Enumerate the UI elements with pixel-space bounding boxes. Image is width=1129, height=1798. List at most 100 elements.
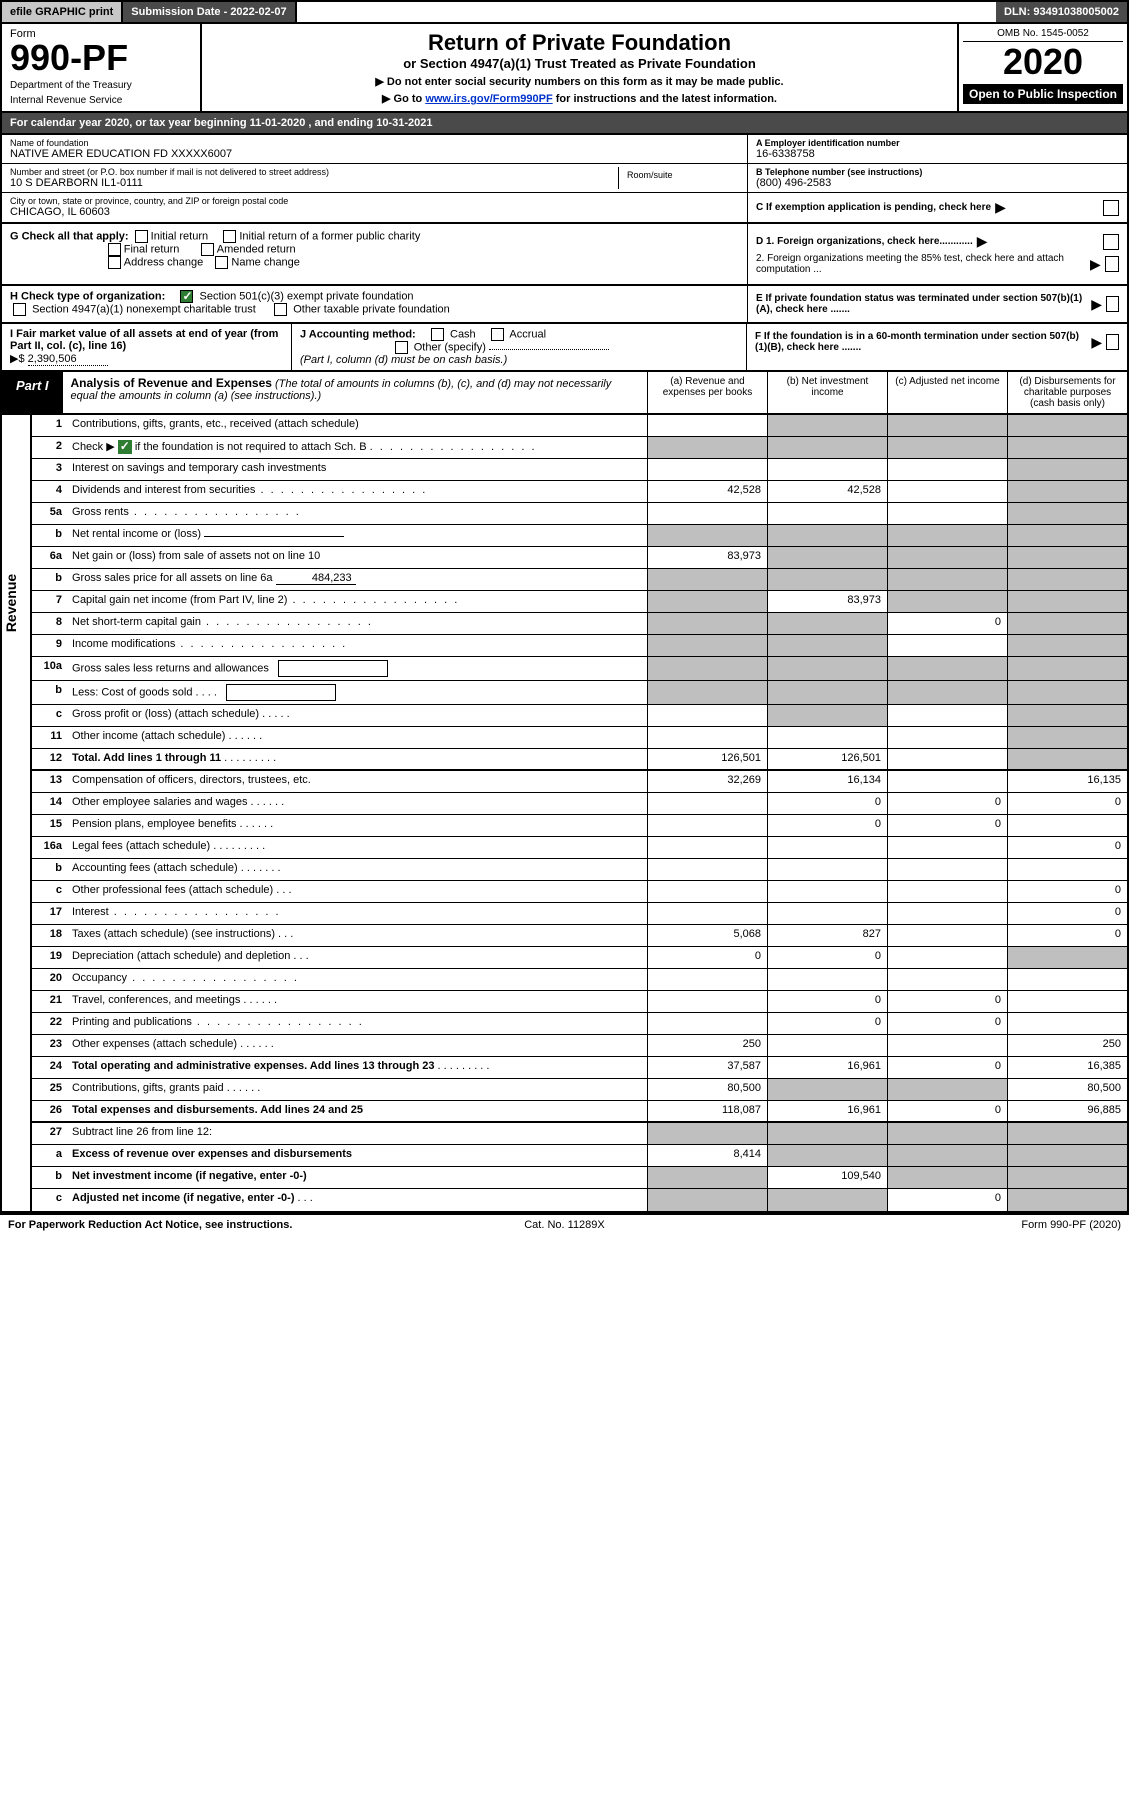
cell-c — [887, 771, 1007, 792]
cell-d: 80,500 — [1007, 1079, 1127, 1100]
r2-pre: Check ▶ — [72, 441, 115, 453]
4947a1-checkbox[interactable] — [13, 303, 26, 316]
accrual-checkbox[interactable] — [491, 328, 504, 341]
cell-d — [1007, 481, 1127, 502]
g-d-section: G Check all that apply: Initial return I… — [0, 224, 1129, 286]
cell-a: 83,973 — [647, 547, 767, 568]
cell-c — [887, 837, 1007, 858]
city-cell: City or town, state or province, country… — [2, 193, 747, 221]
part1-header: Part I Analysis of Revenue and Expenses … — [0, 372, 1129, 415]
e-checkbox[interactable] — [1106, 296, 1119, 312]
line-num: 23 — [32, 1035, 66, 1056]
line-num: b — [32, 681, 66, 704]
cogs-subbox[interactable] — [226, 684, 336, 701]
revenue-side-label: Revenue — [3, 574, 19, 632]
r2-post: if the foundation is not required to att… — [135, 441, 367, 453]
phone-value: (800) 496-2583 — [756, 177, 1119, 189]
line-desc: Subtract line 26 from line 12: — [66, 1123, 647, 1144]
irs-link[interactable]: www.irs.gov/Form990PF — [425, 93, 552, 105]
f-section: F If the foundation is in a 60-month ter… — [747, 324, 1127, 370]
open-inspection: Open to Public Inspection — [963, 84, 1123, 104]
cell-d: 0 — [1007, 793, 1127, 814]
line-desc: Contributions, gifts, grants paid . . . … — [66, 1079, 647, 1100]
r20-text: Occupancy — [72, 972, 127, 984]
part1-label: Part I — [2, 372, 63, 413]
tax-year: 2020 — [963, 42, 1123, 82]
r7-text: Capital gain net income (from Part IV, l… — [72, 594, 287, 606]
header-right: OMB No. 1545-0052 2020 Open to Public In… — [957, 24, 1127, 111]
g-initial: Initial return — [151, 230, 208, 242]
cell-a: 126,501 — [647, 749, 767, 769]
sch-b-checkbox[interactable] — [118, 440, 132, 454]
r11-text: Other income (attach schedule) — [72, 730, 225, 742]
efile-badge[interactable]: efile GRAPHIC print — [2, 2, 123, 22]
part1-title-cell: Analysis of Revenue and Expenses (The to… — [63, 372, 647, 413]
final-return-checkbox[interactable] — [108, 243, 121, 256]
line-desc: Net short-term capital gain — [66, 613, 647, 634]
cell-b: 42,528 — [767, 481, 887, 502]
cell-d — [1007, 681, 1127, 704]
r26-text: Total expenses and disbursements. Add li… — [72, 1104, 363, 1116]
cell-c — [887, 681, 1007, 704]
gross-sales-subbox[interactable] — [278, 660, 388, 677]
arrow-icon: ▶ — [977, 233, 988, 250]
name-change-checkbox[interactable] — [215, 256, 228, 269]
rental-loss-box[interactable] — [204, 536, 344, 537]
row-5b: b Net rental income or (loss) — [32, 525, 1127, 547]
cell-b — [767, 437, 887, 458]
other-method-checkbox[interactable] — [395, 341, 408, 354]
fmv-value: 2,390,506 — [28, 353, 108, 366]
h-label: H Check type of organization: — [10, 290, 165, 302]
line-desc: Depreciation (attach schedule) and deple… — [66, 947, 647, 968]
e-section: E If private foundation status was termi… — [747, 286, 1127, 322]
cell-c — [887, 481, 1007, 502]
cell-d: 96,885 — [1007, 1101, 1127, 1121]
cell-d: 16,135 — [1007, 771, 1127, 792]
cell-b — [767, 503, 887, 524]
c-checkbox[interactable] — [1103, 200, 1119, 216]
cell-d — [1007, 859, 1127, 880]
line-num: 4 — [32, 481, 66, 502]
cell-b — [767, 881, 887, 902]
cell-d — [1007, 991, 1127, 1012]
cell-d — [1007, 547, 1127, 568]
cell-c — [887, 727, 1007, 748]
initial-former-checkbox[interactable] — [223, 230, 236, 243]
h-e-row: H Check type of organization: Section 50… — [0, 286, 1129, 324]
row-10c: c Gross profit or (loss) (attach schedul… — [32, 705, 1127, 727]
g-address: Address change — [124, 256, 204, 268]
d2-checkbox[interactable] — [1105, 256, 1119, 272]
row-13: 13 Compensation of officers, directors, … — [32, 771, 1127, 793]
d1-checkbox[interactable] — [1103, 234, 1119, 250]
cell-a — [647, 525, 767, 546]
amended-return-checkbox[interactable] — [201, 243, 214, 256]
other-specify-line[interactable] — [489, 349, 609, 350]
line-num: c — [32, 1189, 66, 1211]
f-checkbox[interactable] — [1106, 334, 1119, 350]
501c3-checkbox[interactable] — [180, 290, 193, 303]
line-num: 8 — [32, 613, 66, 634]
col-d-header: (d) Disbursements for charitable purpose… — [1007, 372, 1127, 413]
g-section: G Check all that apply: Initial return I… — [2, 224, 747, 284]
row-15: 15 Pension plans, employee benefits . . … — [32, 815, 1127, 837]
cell-b — [767, 837, 887, 858]
line-num: 18 — [32, 925, 66, 946]
line-num: c — [32, 705, 66, 726]
line-num: b — [32, 569, 66, 590]
cell-a — [647, 1013, 767, 1034]
r16a-text: Legal fees (attach schedule) — [72, 840, 210, 852]
cell-a — [647, 591, 767, 612]
line-desc: Accounting fees (attach schedule) . . . … — [66, 859, 647, 880]
initial-return-checkbox[interactable] — [135, 230, 148, 243]
form-subtitle: or Section 4947(a)(1) Trust Treated as P… — [212, 56, 947, 71]
address-change-checkbox[interactable] — [108, 256, 121, 269]
row-20: 20 Occupancy — [32, 969, 1127, 991]
cell-b — [767, 1123, 887, 1144]
cell-c — [887, 1123, 1007, 1144]
i-prefix: ▶$ — [10, 353, 25, 365]
r15-text: Pension plans, employee benefits — [72, 818, 237, 830]
cell-c — [887, 547, 1007, 568]
dln-label: DLN: 93491038005002 — [996, 2, 1127, 22]
cash-checkbox[interactable] — [431, 328, 444, 341]
other-taxable-checkbox[interactable] — [274, 303, 287, 316]
